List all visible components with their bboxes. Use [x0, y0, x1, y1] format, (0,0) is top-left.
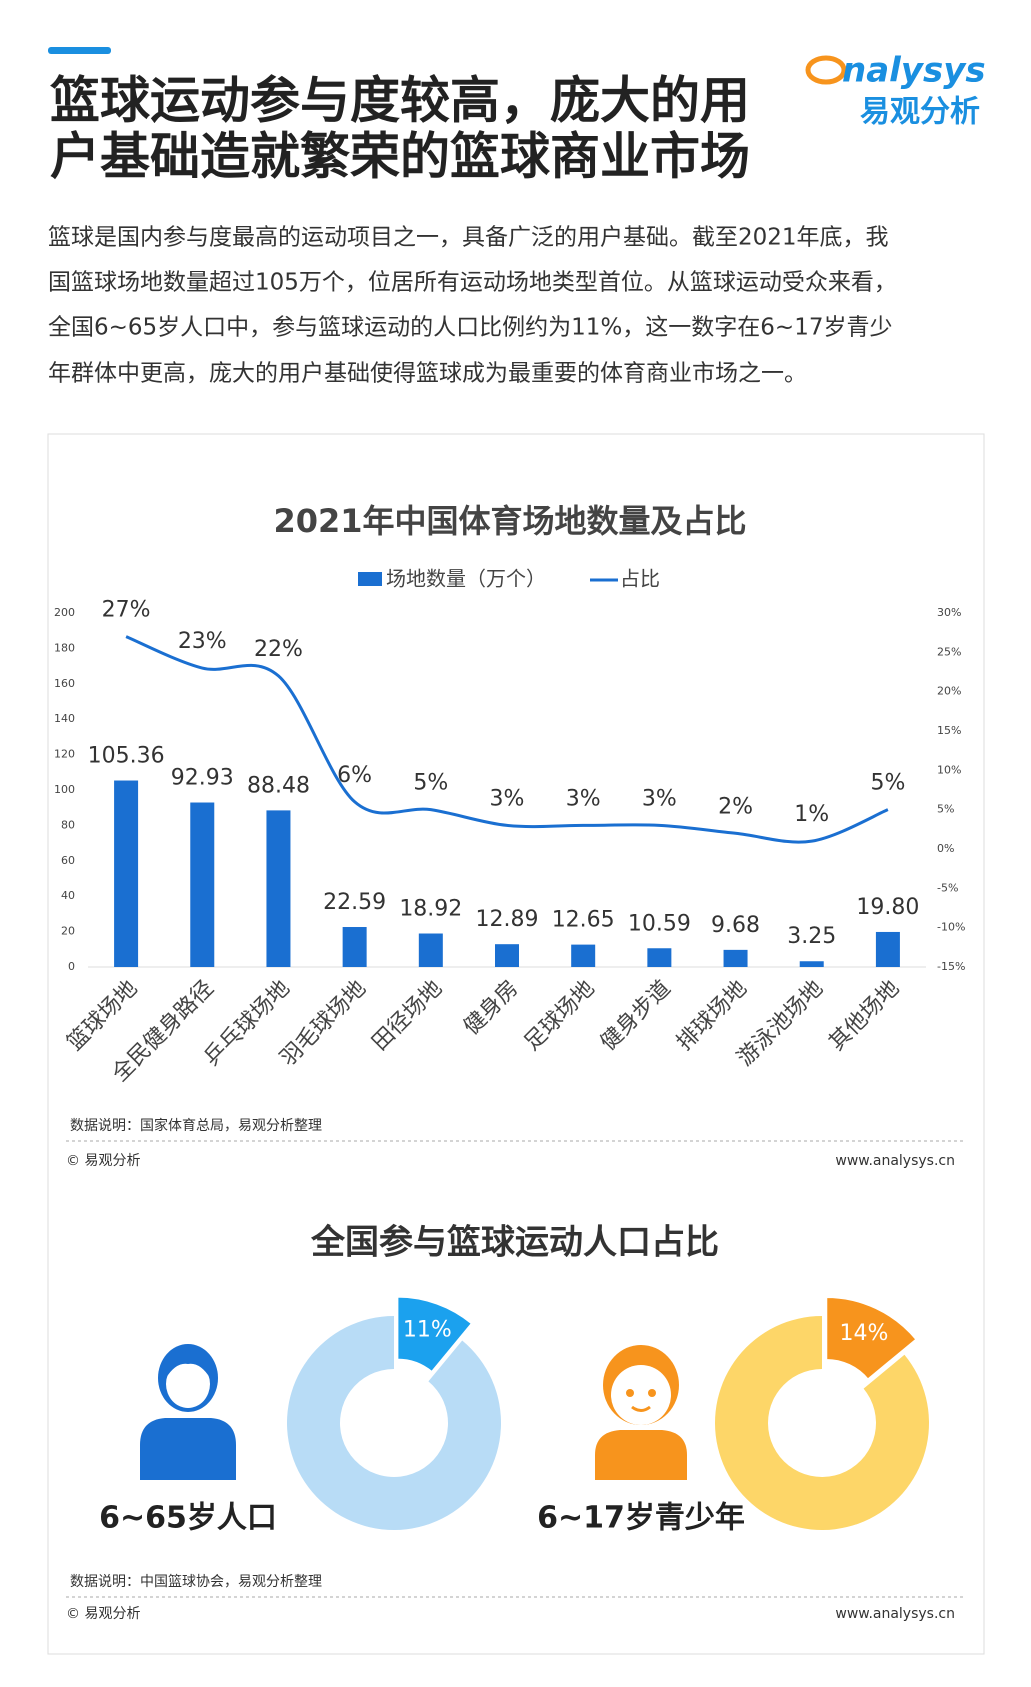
copyright: © 易观分析	[66, 1606, 140, 1622]
line-value-label: 3%	[642, 786, 677, 811]
logo-mark	[805, 55, 847, 85]
card	[47, 433, 985, 1655]
x-tick-label: 排球场地	[672, 976, 752, 1056]
line-value-label: 3%	[566, 786, 601, 811]
bar-value-label: 19.80	[856, 895, 919, 920]
bar	[114, 780, 139, 967]
paragraph-line: 篮球是国内参与度最高的运动项目之一，具备广泛的用户基础。截至2021年底，我	[48, 225, 889, 251]
pie-label: 6~65岁人口	[99, 1501, 277, 1536]
y-tick-label: 40	[61, 889, 75, 902]
bar-value-label: 3.25	[787, 924, 836, 949]
bar-value-label: 105.36	[88, 744, 165, 769]
bar	[342, 927, 367, 967]
paragraph: 篮球是国内参与度最高的运动项目之一，具备广泛的用户基础。截至2021年底，我 国…	[48, 225, 897, 387]
paragraph-line: 年群体中更高，庞大的用户基础使得篮球成为最重要的体育商业市场之一。	[48, 361, 807, 387]
y2-tick-label: -15%	[937, 960, 965, 973]
y2-tick-label: 20%	[937, 685, 961, 698]
y2-tick-label: 10%	[937, 763, 961, 776]
bar	[647, 948, 672, 967]
bar-value-label: 18.92	[399, 897, 462, 922]
line-value-label: 23%	[178, 629, 227, 654]
bar	[571, 944, 596, 967]
donut-rest	[714, 1316, 929, 1530]
source-note: 数据说明：中国篮球协会，易观分析整理	[70, 1574, 322, 1590]
x-tick-label: 田径场地	[367, 976, 447, 1056]
line-value-label: 1%	[794, 802, 829, 827]
paragraph-line: 全国6~65岁人口中，参与篮球运动的人口比例约为11%，这一数字在6~17岁青少	[48, 315, 892, 341]
bar-value-label: 22.59	[323, 890, 386, 915]
y-tick-label: 120	[54, 748, 75, 761]
bar-value-label: 12.65	[552, 908, 615, 933]
donut-rest	[287, 1316, 501, 1530]
y2-tick-label: -10%	[937, 921, 965, 934]
line-value-label: 3%	[490, 786, 525, 811]
bar	[495, 944, 519, 967]
bar-value-label: 9.68	[711, 913, 760, 938]
slice-label: 11%	[403, 1317, 452, 1342]
bar-value-label: 92.93	[171, 766, 234, 791]
legend-label: 占比	[620, 567, 660, 591]
line-value-label: 5%	[413, 771, 448, 796]
logo: nalysys	[842, 51, 986, 91]
paragraph-line: 国篮球场地数量超过105万个，位居所有运动场地类型首位。从篮球运动受众来看，	[48, 270, 897, 296]
x-tick-label: 篮球场地	[63, 976, 143, 1056]
x-tick-label: 足球场地	[520, 976, 600, 1056]
legend-label: 场地数量（万个）	[386, 567, 546, 591]
title-line: 户基础造就繁荣的篮球商业市场	[50, 128, 750, 186]
copyright: © 易观分析	[66, 1153, 140, 1169]
pie-label: 6~17岁青少年	[537, 1501, 745, 1536]
y-tick-label: 180	[54, 641, 75, 654]
y-tick-label: 200	[54, 606, 75, 619]
x-tick-label: 其他场地	[824, 976, 904, 1056]
legend-swatch	[358, 572, 382, 586]
y-tick-label: 0	[68, 960, 75, 973]
website: www.analysys.cn	[835, 1153, 955, 1169]
bar-value-label: 12.89	[476, 907, 539, 932]
title-line: 篮球运动参与度较高，庞大的用	[50, 72, 750, 130]
x-tick-label: 健身步道	[596, 976, 676, 1056]
line-value-label: 2%	[718, 794, 753, 819]
y2-tick-label: 15%	[937, 724, 961, 737]
bar	[418, 933, 443, 967]
y-tick-label: 20	[61, 925, 75, 938]
line-value-label: 22%	[254, 637, 303, 662]
bar	[190, 802, 215, 967]
line	[125, 635, 889, 844]
line-value-label: 6%	[337, 763, 372, 788]
y-tick-label: 160	[54, 677, 75, 690]
line-value-label: 27%	[102, 598, 151, 623]
adult-icon	[140, 1344, 236, 1480]
donut-slice	[396, 1295, 474, 1374]
chart-title: 全国参与篮球运动人口占比	[310, 1223, 719, 1263]
bar-value-label: 10.59	[628, 911, 691, 936]
y-tick-label: 60	[61, 854, 75, 867]
logo-cn: 易观分析	[860, 95, 980, 130]
bar-value-label: 88.48	[247, 773, 310, 798]
y2-tick-label: 5%	[937, 803, 954, 816]
child-icon	[595, 1345, 687, 1480]
y-tick-label: 140	[54, 712, 75, 725]
website: www.analysys.cn	[835, 1606, 955, 1622]
y-tick-label: 100	[54, 783, 75, 796]
y-tick-label: 80	[61, 818, 75, 831]
bar	[266, 810, 291, 967]
bar	[875, 931, 900, 967]
y2-tick-label: 30%	[937, 606, 961, 619]
y2-tick-label: 25%	[937, 645, 961, 658]
donut-slice	[825, 1295, 918, 1381]
bar	[723, 949, 748, 967]
x-tick-label: 健身房	[459, 976, 523, 1040]
chart-title: 2021年中国体育场地数量及占比	[273, 502, 746, 540]
y2-tick-label: -5%	[937, 881, 958, 894]
accent-bar	[48, 47, 111, 54]
bar	[799, 961, 824, 967]
slice-label: 14%	[839, 1321, 888, 1346]
source-note: 数据说明：国家体育总局，易观分析整理	[70, 1117, 322, 1134]
line-value-label: 5%	[870, 771, 905, 796]
y2-tick-label: 0%	[937, 842, 954, 855]
